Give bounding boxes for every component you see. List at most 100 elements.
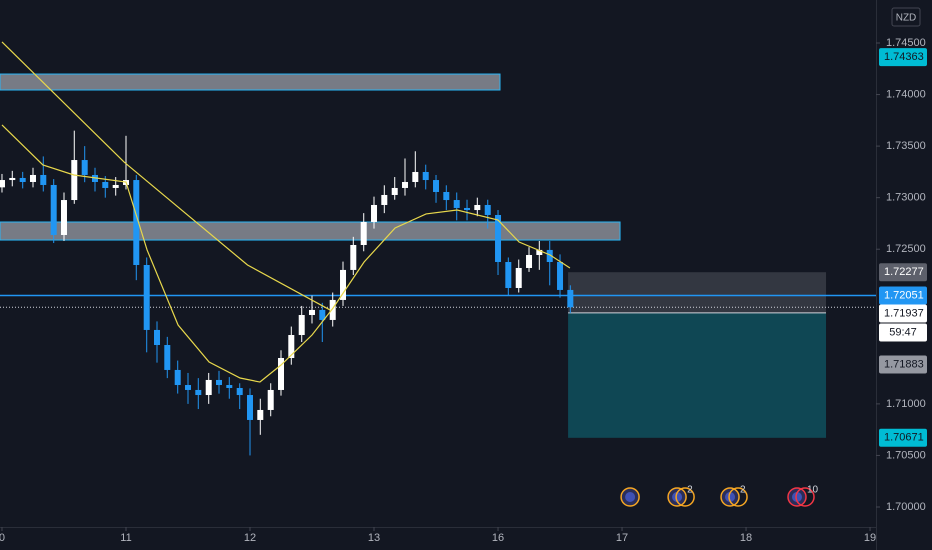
- candle-body: [381, 194, 388, 205]
- price-tag-label: 1.74363: [884, 51, 924, 63]
- candle-body: [309, 309, 316, 316]
- candle-body: [557, 262, 564, 290]
- candle-body: [133, 180, 140, 265]
- price-tag-label: 1.71883: [884, 358, 924, 370]
- candle-body: [433, 180, 440, 192]
- currency-box: [891, 7, 921, 27]
- candle-body: [164, 345, 171, 370]
- candle-body: [298, 315, 305, 336]
- event-count: 2: [740, 485, 746, 496]
- candle-body: [91, 174, 98, 182]
- price-tag-label: 1.72051: [884, 289, 924, 301]
- price-tag: [879, 263, 927, 282]
- zone: [0, 73, 501, 91]
- y-tick-label: 1.70000: [886, 501, 926, 513]
- candle-body: [319, 309, 326, 320]
- candle-body: [422, 171, 429, 181]
- candle-body: [515, 267, 522, 288]
- candle-body: [474, 204, 481, 211]
- price-tag-label: 1.72277: [884, 266, 924, 278]
- y-tick-label: 1.72500: [886, 243, 926, 255]
- x-tick-label: 12: [244, 532, 256, 544]
- event-icon-back: [795, 487, 815, 507]
- candle-body: [278, 358, 285, 390]
- candle-body: [50, 184, 57, 235]
- candle-body: [247, 395, 254, 420]
- candle-body: [184, 385, 191, 390]
- event-count: 2: [687, 485, 693, 496]
- candle-body: [371, 204, 378, 222]
- candle-body: [495, 214, 502, 263]
- candle-body: [288, 335, 295, 359]
- y-tick-label: 1.71000: [886, 398, 926, 410]
- candle-body: [102, 181, 109, 188]
- event-flag: [725, 492, 736, 502]
- candle-body: [267, 389, 274, 410]
- x-tick-label: 0: [0, 532, 5, 544]
- candle-body: [0, 180, 5, 188]
- price-tag: [879, 304, 927, 323]
- candle-body: [153, 329, 160, 346]
- candle-body: [484, 204, 491, 215]
- candle-body: [174, 369, 181, 386]
- candle-body: [443, 191, 450, 201]
- candle-body: [81, 160, 88, 175]
- x-tick-label: 13: [368, 532, 380, 544]
- candle-body: [143, 264, 150, 330]
- price-tag: [879, 428, 927, 447]
- candle-body: [536, 249, 543, 255]
- position-target: [568, 312, 827, 438]
- moving-average: [1, 124, 571, 383]
- candle-body: [505, 262, 512, 288]
- candle-body: [350, 244, 357, 270]
- countdown: 59:47: [889, 326, 917, 338]
- price-tag-label: 1.71937: [884, 307, 924, 319]
- candle-body: [526, 254, 533, 268]
- x-tick-label: 11: [120, 532, 131, 544]
- candle-body: [29, 174, 36, 182]
- y-tick-label: 1.74500: [886, 37, 926, 49]
- price-tag-label: 1.70671: [884, 432, 924, 444]
- event-icon-back: [728, 487, 748, 507]
- x-tick-label: 18: [740, 532, 752, 544]
- y-tick-label: 1.74000: [886, 88, 926, 100]
- candle-body: [40, 174, 47, 185]
- position-risk: [568, 272, 827, 313]
- candle-body: [391, 187, 398, 195]
- candle-body: [360, 221, 367, 245]
- candle-body: [216, 379, 222, 386]
- candle-body: [19, 177, 26, 182]
- event-flag: [672, 492, 683, 502]
- zone: [0, 221, 621, 241]
- price-tag: [879, 355, 927, 374]
- candle-body: [195, 389, 202, 396]
- candle-body: [329, 299, 336, 320]
- x-tick-label: 19: [864, 532, 876, 544]
- candle-body: [236, 388, 243, 396]
- currency: NZD: [896, 13, 917, 24]
- candle-body: [205, 379, 212, 396]
- candle-body: [402, 181, 409, 188]
- event-flag: [625, 492, 636, 502]
- candle-body: [453, 200, 460, 208]
- candle-body: [340, 269, 347, 300]
- candle-body: [257, 409, 264, 420]
- candle-body: [546, 249, 553, 263]
- candle-body: [71, 160, 78, 201]
- price-tag: [879, 48, 927, 67]
- y-tick-label: 1.70500: [886, 449, 926, 461]
- event-icon-back: [675, 487, 695, 507]
- y-tick-label: 1.73000: [886, 192, 926, 204]
- y-tick-label: 1.73500: [886, 140, 926, 152]
- candle-body: [60, 200, 67, 235]
- candle-body: [567, 289, 574, 308]
- candle-body: [112, 184, 119, 188]
- candle-body: [226, 385, 233, 389]
- moving-average: [1, 41, 331, 311]
- x-tick-label: 17: [616, 532, 628, 544]
- event-count: 10: [807, 485, 819, 496]
- event-flag: [792, 492, 803, 502]
- candle-body: [412, 171, 419, 182]
- candle-body: [9, 177, 16, 181]
